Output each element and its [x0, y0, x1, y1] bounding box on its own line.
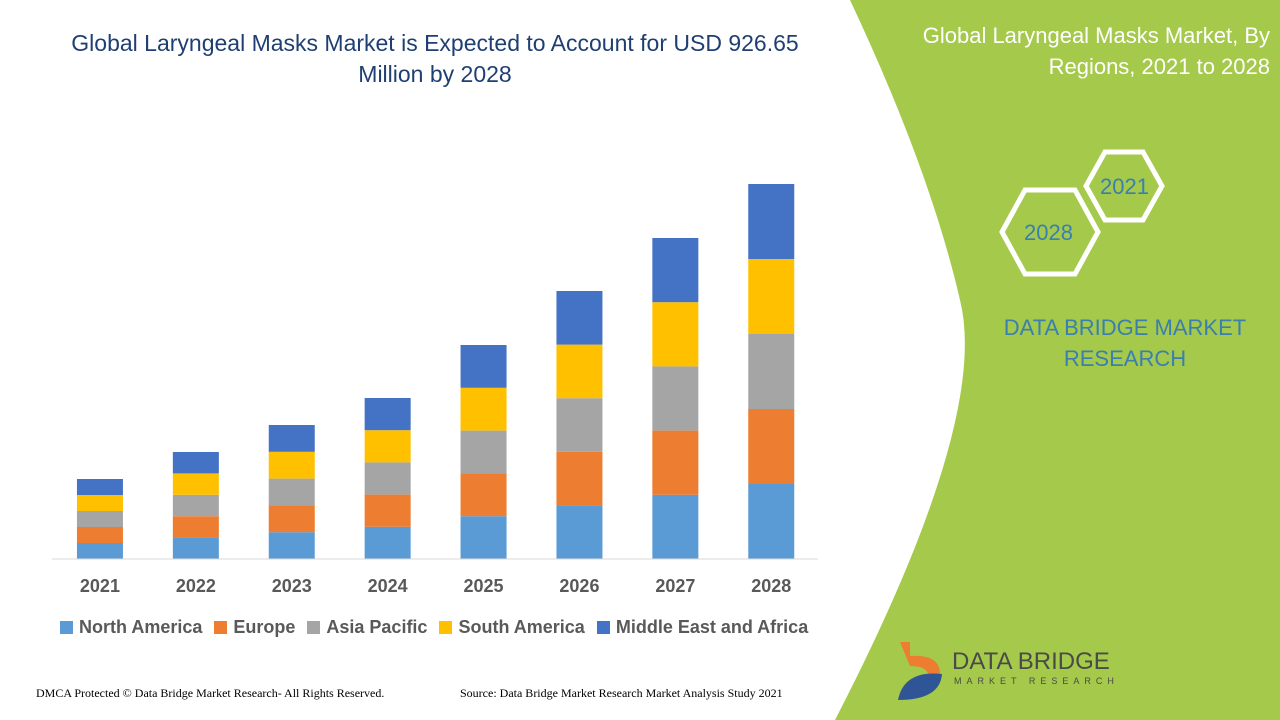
legend-label: Asia Pacific [326, 617, 428, 637]
brand-text: DATA BRIDGE MARKET RESEARCH [1003, 315, 1247, 371]
source-note: Source: Data Bridge Market Research Mark… [460, 686, 783, 700]
legend-item: Asia Pacific [307, 617, 427, 638]
x-tick-label: 2026 [559, 576, 600, 596]
legend-swatch [214, 621, 228, 634]
bar-segment-2028-middle-east-and-africa [748, 184, 795, 259]
legend-label: North America [79, 617, 203, 637]
bar-segment-2025-asia-pacific [460, 430, 507, 474]
bar-segment-2024-south-america [364, 430, 411, 463]
bar-segment-2024-north-america [364, 526, 411, 559]
legend-swatch [596, 621, 610, 634]
bar-segment-2023-middle-east-and-africa [268, 425, 315, 452]
bar-segment-2021-middle-east-and-africa [76, 479, 123, 495]
logo-subtext: MARKET RESEARCH [954, 676, 1119, 686]
bar-segment-2028-europe [748, 409, 795, 484]
bar-segment-2021-europe [76, 527, 123, 543]
bar-segment-2023-south-america [268, 451, 315, 479]
bar-segment-2026-middle-east-and-africa [556, 291, 603, 345]
stacked-bar-chart [76, 184, 795, 559]
bar-segment-2028-asia-pacific [748, 334, 795, 409]
chart-title: Global Laryngeal Masks Market is Expecte… [71, 30, 799, 87]
hexagon-2021 [1083, 149, 1165, 223]
bar-segment-2021-asia-pacific [76, 511, 123, 527]
legend-label: South America [458, 617, 585, 637]
legend-label: Middle East and Africa [615, 617, 809, 637]
legend-swatch [439, 621, 453, 634]
legend-item: South America [439, 617, 585, 638]
bar-segment-2027-middle-east-and-africa [652, 238, 699, 303]
legend: North America Europe Asia Pacific South Ame… [60, 617, 808, 638]
bar-segment-2025-europe [460, 473, 507, 517]
x-tick-label: 2028 [751, 576, 792, 596]
side-panel-title: Global Laryngeal Masks Market, By Region… [922, 23, 1270, 79]
bar-segment-2024-asia-pacific [364, 462, 411, 495]
bar-segment-2023-asia-pacific [268, 478, 315, 506]
legend-item: North America [60, 617, 202, 638]
hex-label-2028: 2028 [1024, 220, 1073, 245]
bar-segment-2026-south-america [556, 344, 603, 399]
bar-segment-2022-north-america [172, 537, 219, 559]
bar-segment-2024-middle-east-and-africa [364, 398, 411, 431]
bar-segment-2025-middle-east-and-africa [460, 345, 507, 388]
bar-segment-2028-north-america [748, 484, 795, 559]
bar-segment-2026-asia-pacific [556, 398, 603, 452]
hexagon-2028 [999, 187, 1101, 277]
bar-segment-2025-south-america [460, 387, 507, 431]
logo-text: DATA BRIDGE [952, 648, 1110, 675]
bar-segment-2026-north-america [556, 505, 603, 559]
bar-segment-2022-europe [172, 516, 219, 538]
x-tick-label: 2023 [271, 576, 312, 596]
dmca-notice: DMCA Protected © Data Bridge Market Rese… [36, 686, 385, 700]
bar-segment-2028-south-america [748, 259, 795, 334]
bar-segment-2022-south-america [172, 473, 219, 495]
bar-segment-2023-europe [268, 505, 315, 533]
legend-swatch [60, 621, 73, 634]
legend-item: Europe [214, 617, 295, 638]
legend-label: Europe [233, 617, 296, 637]
x-tick-label: 2025 [463, 576, 504, 596]
bar-segment-2022-asia-pacific [172, 494, 219, 517]
x-tick-label: 2021 [79, 576, 120, 596]
bar-segment-2022-middle-east-and-africa [172, 452, 219, 474]
bar-segment-2027-europe [652, 430, 699, 495]
bar-segment-2023-north-america [268, 532, 315, 559]
bar-segment-2027-south-america [652, 302, 699, 367]
data-bridge-logo-icon [898, 642, 942, 700]
legend-item: Middle East and Africa [596, 617, 809, 638]
x-tick-label: 2024 [367, 576, 408, 596]
bar-segment-2024-europe [364, 494, 411, 527]
bar-segment-2027-asia-pacific [652, 366, 699, 431]
legend-swatch [307, 621, 321, 634]
bar-segment-2021-north-america [76, 543, 123, 559]
bar-segment-2025-north-america [460, 516, 507, 559]
bar-segment-2026-europe [556, 451, 603, 506]
hex-label-2021: 2021 [1100, 174, 1149, 199]
bar-segment-2027-north-america [652, 494, 699, 559]
x-tick-label: 2027 [655, 576, 696, 596]
x-tick-label: 2022 [175, 576, 216, 596]
bar-segment-2021-south-america [76, 495, 123, 511]
